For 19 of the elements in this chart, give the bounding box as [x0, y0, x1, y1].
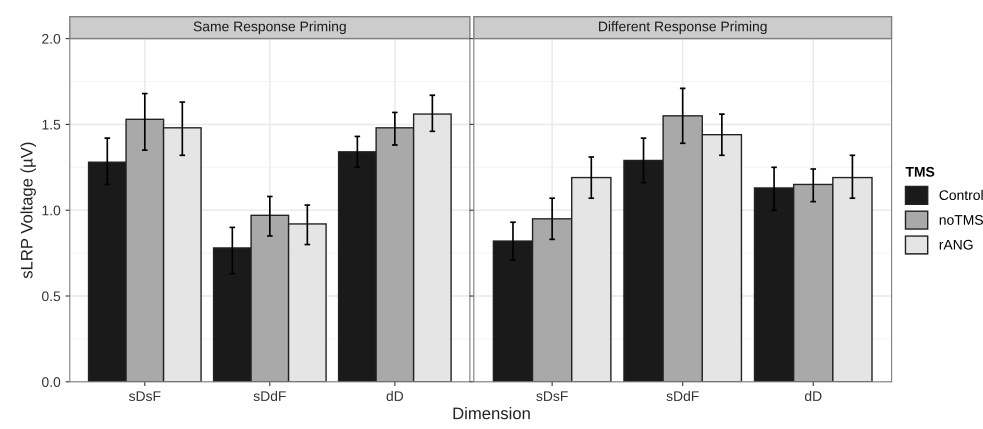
y-axis-title: sLRP Voltage (µV): [20, 142, 36, 278]
y-tick-label: 1.0: [42, 206, 60, 216]
x-tick-label: dD: [804, 390, 822, 402]
legend-title: TMS: [906, 166, 934, 177]
x-axis-title: Dimension: [454, 407, 530, 420]
chart-title: Same Response Priming: [194, 21, 346, 34]
x-tick-label: dD: [386, 390, 404, 402]
x-tick-label: sDsF: [128, 391, 160, 402]
y-tick-label: 1.5: [42, 120, 60, 130]
legend-label: rANG: [940, 240, 972, 250]
y-tick-label: 2.0: [42, 34, 60, 44]
legend-label: noTMS: [940, 215, 983, 225]
y-tick-label: 0.5: [42, 291, 60, 302]
x-tick-label: sDdF: [666, 390, 699, 402]
x-tick-label: sDdF: [254, 390, 286, 402]
y-tick-label: 0.0: [42, 377, 60, 387]
legend-label: Control: [940, 190, 983, 200]
chart-title: Different Response Priming: [599, 21, 767, 34]
x-tick-label: sDsF: [536, 391, 568, 402]
